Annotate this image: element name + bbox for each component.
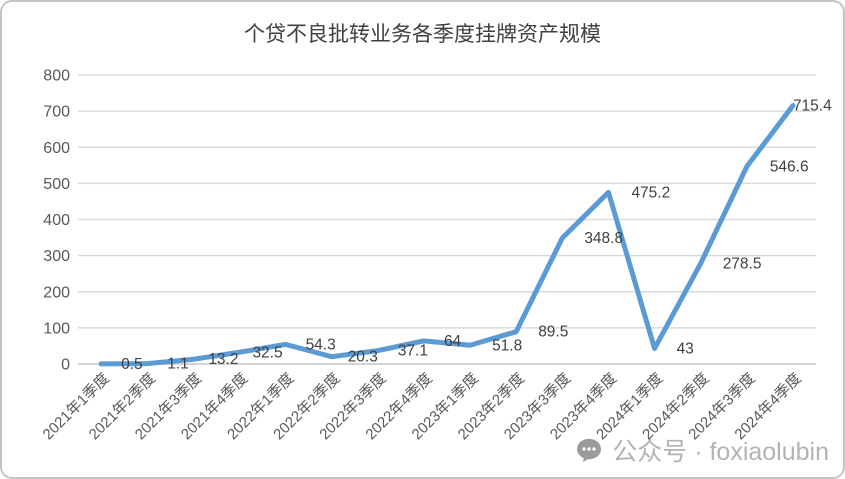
watermark-text: 公众号 · foxiaolubin (612, 438, 829, 466)
data-point-label: 278.5 (723, 255, 762, 272)
data-point-label: 1.1 (167, 356, 189, 373)
data-point-label: 64 (444, 333, 462, 350)
data-point-label: 54.3 (306, 336, 336, 353)
y-tick-label: 600 (43, 140, 70, 157)
wechat-icon (576, 438, 603, 463)
data-point-label: 348.8 (584, 230, 623, 247)
watermark: 公众号 · foxiaolubin (576, 432, 829, 468)
data-point-label: 546.6 (770, 159, 809, 176)
chart-title: 个贷不良批转业务各季度挂牌资产规模 (244, 23, 601, 46)
data-point-label: 715.4 (793, 98, 832, 115)
y-tick-label: 200 (43, 284, 70, 301)
y-tick-label: 100 (43, 320, 70, 337)
data-point-label: 13.2 (208, 351, 238, 368)
data-point-label: 37.1 (398, 343, 428, 360)
data-point-label: 32.5 (252, 344, 282, 361)
data-point-label: 51.8 (492, 337, 522, 354)
y-tick-label: 300 (43, 248, 70, 265)
series-line (98, 103, 796, 367)
y-tick-label: 0 (61, 357, 70, 374)
y-tick-label: 500 (43, 176, 70, 193)
y-tick-label: 400 (43, 212, 70, 229)
data-point-label: 0.5 (121, 356, 143, 373)
y-tick-label: 700 (43, 104, 70, 121)
data-point-label: 475.2 (631, 184, 670, 201)
y-tick-label: 800 (43, 68, 70, 85)
data-point-label: 43 (677, 340, 694, 357)
data-point-label: 89.5 (538, 324, 568, 341)
data-point-label: 20.3 (348, 349, 378, 366)
